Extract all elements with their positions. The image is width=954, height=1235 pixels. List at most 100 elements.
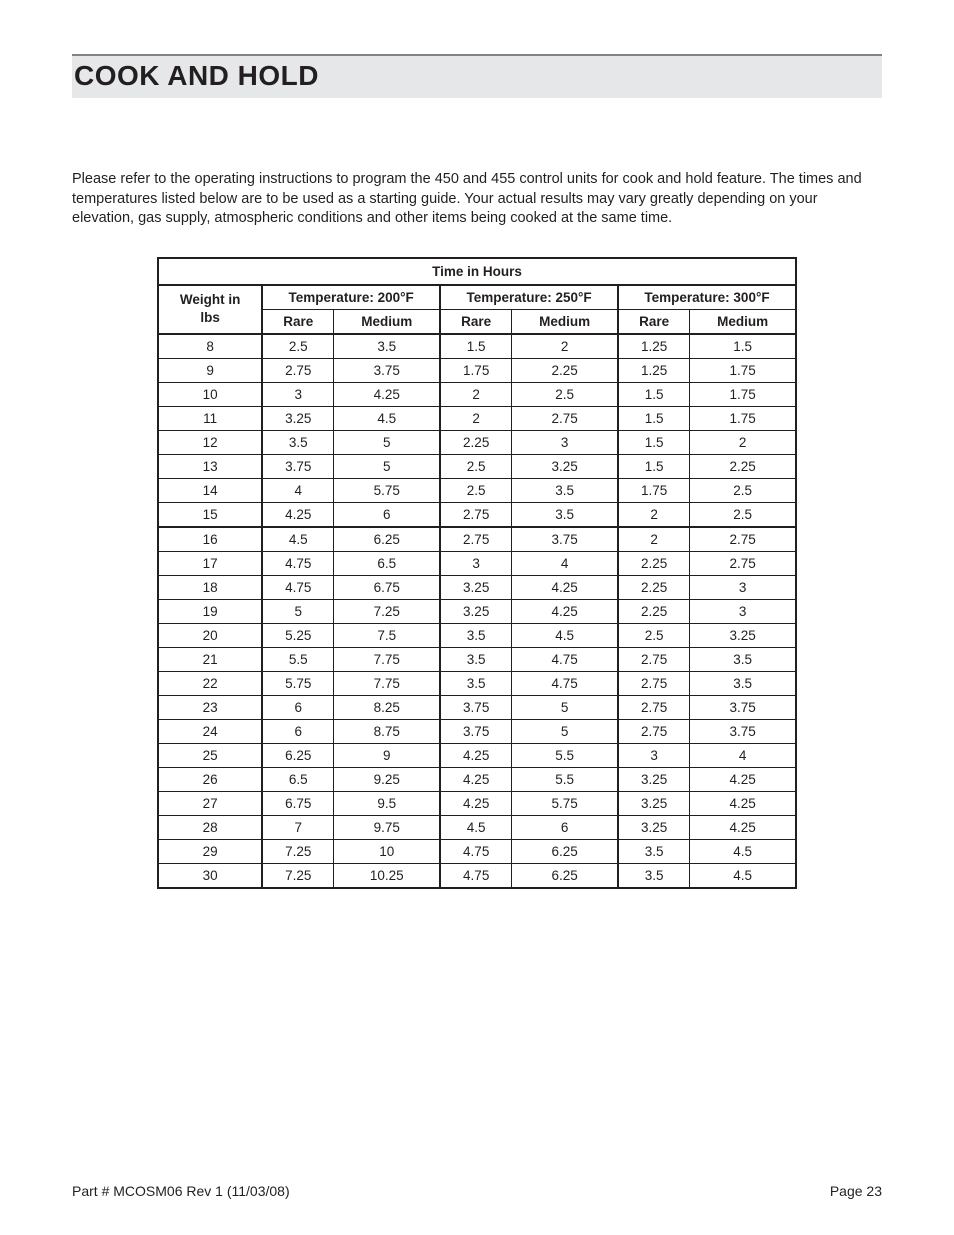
value-cell: 6.25 — [334, 527, 440, 552]
value-cell: 3.25 — [618, 791, 690, 815]
value-cell: 7.75 — [334, 647, 440, 671]
value-cell: 9 — [334, 743, 440, 767]
table-row: 225.757.753.54.752.753.5 — [158, 671, 796, 695]
value-cell: 6.5 — [262, 767, 334, 791]
value-cell: 2.25 — [618, 599, 690, 623]
value-cell: 3.5 — [440, 647, 512, 671]
value-cell: 4.75 — [262, 575, 334, 599]
value-cell: 5.5 — [512, 767, 618, 791]
value-cell: 3.5 — [334, 334, 440, 359]
value-cell: 4.5 — [690, 839, 796, 863]
value-cell: 2.75 — [690, 527, 796, 552]
cook-hold-table: Time in Hours Weight in lbs Temperature:… — [157, 257, 797, 889]
value-cell: 3.5 — [690, 647, 796, 671]
weight-cell: 13 — [158, 454, 262, 478]
value-cell: 4.25 — [440, 767, 512, 791]
value-cell: 4.5 — [512, 623, 618, 647]
table-body: 82.53.51.521.251.592.753.751.752.251.251… — [158, 334, 796, 888]
footer-part-number: Part # MCOSM06 Rev 1 (11/03/08) — [72, 1183, 290, 1199]
temp-header-250: Temperature: 250°F — [440, 285, 618, 310]
value-cell: 4.25 — [440, 743, 512, 767]
value-cell: 7.25 — [262, 863, 334, 888]
value-cell: 2.75 — [512, 406, 618, 430]
value-cell: 5.75 — [334, 478, 440, 502]
page-footer: Part # MCOSM06 Rev 1 (11/03/08) Page 23 — [72, 1183, 882, 1199]
value-cell: 8.75 — [334, 719, 440, 743]
value-cell: 5.75 — [512, 791, 618, 815]
value-cell: 4 — [262, 478, 334, 502]
value-cell: 3 — [440, 551, 512, 575]
value-cell: 3.5 — [512, 478, 618, 502]
table-row: 174.756.5342.252.75 — [158, 551, 796, 575]
value-cell: 5.75 — [262, 671, 334, 695]
value-cell: 3 — [512, 430, 618, 454]
value-cell: 6 — [334, 502, 440, 527]
value-cell: 4.25 — [440, 791, 512, 815]
value-cell: 1.5 — [618, 382, 690, 406]
value-cell: 4.75 — [512, 671, 618, 695]
value-cell: 2 — [512, 334, 618, 359]
value-cell: 1.25 — [618, 358, 690, 382]
value-cell: 2.75 — [690, 551, 796, 575]
value-cell: 1.75 — [690, 358, 796, 382]
table-row: 266.59.254.255.53.254.25 — [158, 767, 796, 791]
weight-cell: 9 — [158, 358, 262, 382]
value-cell: 9.25 — [334, 767, 440, 791]
sub-rare-250: Rare — [440, 309, 512, 334]
value-cell: 6.5 — [334, 551, 440, 575]
sub-medium-200: Medium — [334, 309, 440, 334]
value-cell: 2.5 — [690, 478, 796, 502]
weight-cell: 21 — [158, 647, 262, 671]
value-cell: 1.5 — [440, 334, 512, 359]
value-cell: 7 — [262, 815, 334, 839]
value-cell: 2 — [618, 502, 690, 527]
temp-header-300: Temperature: 300°F — [618, 285, 796, 310]
value-cell: 2.75 — [440, 502, 512, 527]
value-cell: 5.25 — [262, 623, 334, 647]
weight-cell: 27 — [158, 791, 262, 815]
weight-cell: 19 — [158, 599, 262, 623]
value-cell: 3.25 — [440, 599, 512, 623]
value-cell: 3.75 — [334, 358, 440, 382]
value-cell: 7.25 — [334, 599, 440, 623]
value-cell: 10.25 — [334, 863, 440, 888]
value-cell: 5 — [512, 719, 618, 743]
value-cell: 1.5 — [690, 334, 796, 359]
value-cell: 10 — [334, 839, 440, 863]
weight-cell: 10 — [158, 382, 262, 406]
value-cell: 2.25 — [440, 430, 512, 454]
value-cell: 6.75 — [262, 791, 334, 815]
weight-header: Weight in lbs — [158, 285, 262, 334]
value-cell: 2.25 — [512, 358, 618, 382]
value-cell: 4.5 — [440, 815, 512, 839]
value-cell: 3.5 — [440, 671, 512, 695]
value-cell: 5 — [334, 454, 440, 478]
table-row: 2468.753.7552.753.75 — [158, 719, 796, 743]
value-cell: 2.25 — [618, 551, 690, 575]
value-cell: 6 — [262, 719, 334, 743]
value-cell: 2.25 — [618, 575, 690, 599]
weight-header-line2: lbs — [200, 310, 220, 325]
value-cell: 7.5 — [334, 623, 440, 647]
value-cell: 4.25 — [512, 599, 618, 623]
value-cell: 8.25 — [334, 695, 440, 719]
value-cell: 4.25 — [690, 767, 796, 791]
value-cell: 3.5 — [512, 502, 618, 527]
table-row: 307.2510.254.756.253.54.5 — [158, 863, 796, 888]
table-row: 1957.253.254.252.253 — [158, 599, 796, 623]
value-cell: 3.25 — [618, 767, 690, 791]
table-header: Time in Hours Weight in lbs Temperature:… — [158, 258, 796, 334]
value-cell: 5.5 — [262, 647, 334, 671]
value-cell: 2.5 — [262, 334, 334, 359]
weight-header-line1: Weight in — [180, 292, 241, 307]
value-cell: 3.5 — [440, 623, 512, 647]
intro-paragraph: Please refer to the operating instructio… — [72, 170, 882, 229]
value-cell: 6.75 — [334, 575, 440, 599]
value-cell: 1.75 — [690, 406, 796, 430]
sub-rare-200: Rare — [262, 309, 334, 334]
value-cell: 7.75 — [334, 671, 440, 695]
value-cell: 3 — [618, 743, 690, 767]
value-cell: 1.5 — [618, 406, 690, 430]
value-cell: 6.25 — [262, 743, 334, 767]
value-cell: 3.25 — [512, 454, 618, 478]
